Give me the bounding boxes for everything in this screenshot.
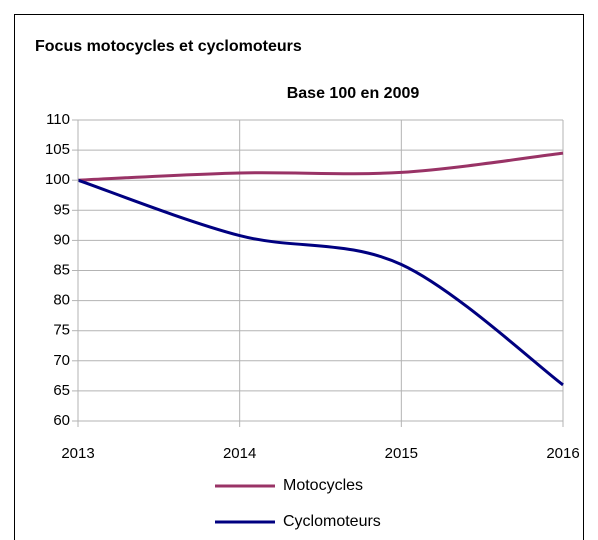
y-tick-label: 110	[46, 111, 70, 128]
chart-subtitle: Base 100 en 2009	[287, 85, 420, 102]
y-tick-label: 105	[45, 141, 70, 158]
y-tick-label: 85	[53, 261, 70, 278]
line-series	[77, 151, 564, 182]
x-tick-label: 2013	[61, 445, 94, 462]
y-tick-label: 95	[53, 201, 70, 218]
chart-title: Focus motocycles et cyclomoteurs	[35, 38, 302, 55]
y-tick-label: 80	[53, 292, 70, 309]
y-tick-label: 75	[53, 322, 70, 339]
x-tick-label: 2014	[223, 445, 256, 462]
x-tick-label: 2016	[546, 445, 579, 462]
line-series	[77, 178, 564, 387]
y-tick-label: 100	[45, 171, 70, 188]
y-tick-label: 90	[53, 231, 70, 248]
legend-label: Motocycles	[283, 477, 363, 494]
y-tick-label: 60	[53, 412, 70, 429]
y-tick-label: 70	[53, 352, 70, 369]
y-tick-label: 65	[53, 382, 70, 399]
x-tick-label: 2015	[385, 445, 418, 462]
legend-label: Cyclomoteurs	[283, 513, 381, 530]
chart-border	[14, 14, 584, 540]
